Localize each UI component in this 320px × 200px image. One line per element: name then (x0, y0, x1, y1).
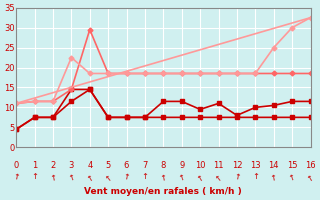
Text: ↑: ↑ (49, 172, 57, 182)
Text: ↑: ↑ (269, 172, 278, 182)
Text: ↑: ↑ (233, 172, 241, 182)
Text: ↑: ↑ (177, 172, 187, 183)
Text: ↑: ↑ (252, 172, 259, 181)
Text: ↑: ↑ (287, 172, 297, 183)
Text: ↑: ↑ (122, 172, 131, 182)
Text: ↑: ↑ (31, 172, 38, 181)
Text: ↑: ↑ (103, 172, 114, 184)
Text: ↑: ↑ (67, 172, 76, 183)
Text: ↑: ↑ (213, 172, 224, 184)
Text: ↑: ↑ (305, 172, 316, 184)
X-axis label: Vent moyen/en rafales ( km/h ): Vent moyen/en rafales ( km/h ) (84, 187, 242, 196)
Text: ↑: ↑ (159, 172, 168, 182)
Text: ↑: ↑ (84, 172, 95, 184)
Text: ↑: ↑ (195, 172, 205, 184)
Text: ↑: ↑ (12, 172, 20, 182)
Text: ↑: ↑ (141, 172, 148, 181)
